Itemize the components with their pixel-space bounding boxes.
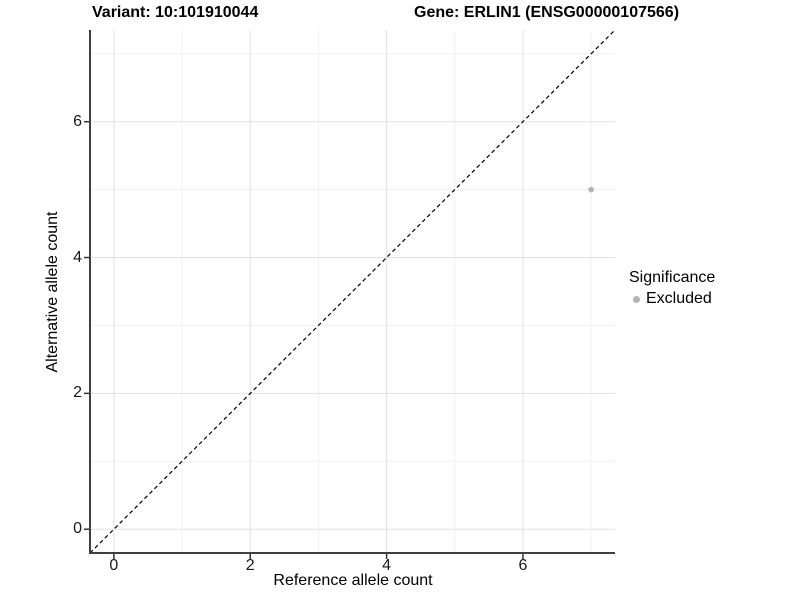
legend-item: Excluded — [629, 290, 715, 308]
y-tick-label: 4 — [73, 248, 82, 266]
legend-item-label: Excluded — [646, 290, 712, 307]
y-axis-title: Alternative allele count — [44, 211, 61, 373]
legend-key-dot-icon — [633, 295, 640, 303]
legend-title: Significance — [629, 269, 716, 286]
x-tick-label: 6 — [518, 557, 528, 574]
legend: Significance Excluded — [629, 269, 715, 308]
x-axis-title: Reference allele count — [273, 572, 433, 589]
x-tick-label: 4 — [382, 557, 392, 574]
y-tick-label: 0 — [73, 520, 82, 538]
y-tick-label: 6 — [73, 112, 82, 130]
plot-title-variant: Variant: 10:101910044 — [92, 4, 259, 21]
y-tick-label: 2 — [73, 384, 82, 402]
legend-items: Excluded — [629, 290, 715, 308]
plot-title-gene: Gene: ERLIN1 (ENSG00000107566) — [414, 4, 680, 21]
x-tick-label: 2 — [245, 557, 255, 574]
data-point — [588, 186, 594, 193]
identity-dashed-line — [89, 29, 616, 554]
x-tick-label: 0 — [109, 557, 119, 574]
